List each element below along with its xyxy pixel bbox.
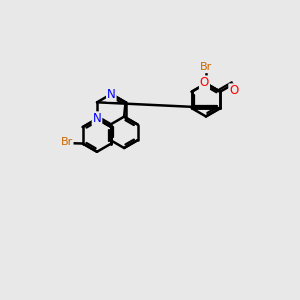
Text: Br: Br xyxy=(200,62,212,72)
Text: Br: Br xyxy=(60,137,73,147)
Text: O: O xyxy=(229,84,239,97)
Text: N: N xyxy=(93,112,101,125)
Text: O: O xyxy=(200,76,209,89)
Text: N: N xyxy=(107,88,116,100)
